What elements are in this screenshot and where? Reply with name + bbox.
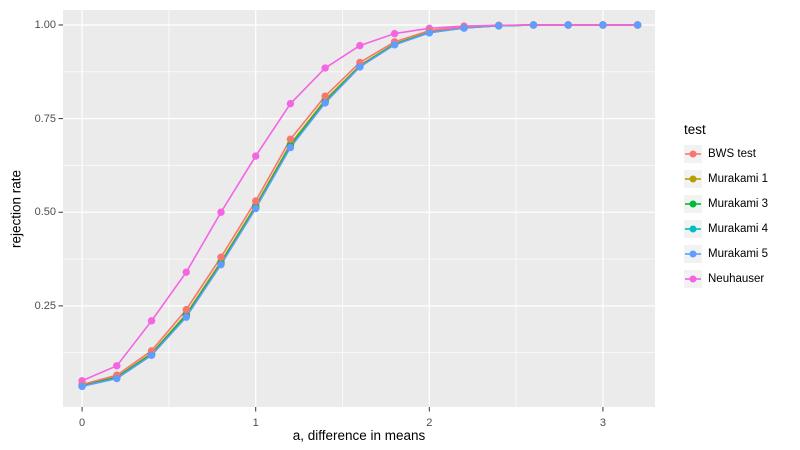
legend-label: Neuhauser (708, 273, 765, 285)
legend-label: BWS test (708, 148, 756, 160)
series-point-bws-test (286, 135, 295, 143)
series-point-murakami-5 (113, 374, 121, 383)
x-tick-label: 2 (426, 417, 433, 429)
y-tick-label: 0.75 (34, 112, 56, 125)
legend-key-icon (684, 195, 702, 213)
series-point-murakami-5 (460, 24, 468, 32)
series-point-murakami-5 (495, 22, 503, 30)
legend-key-icon (684, 170, 702, 188)
y-tick-label: 0.25 (34, 299, 56, 312)
series-point-murakami-5 (252, 204, 260, 213)
series-point-bws-test (252, 197, 260, 205)
series-point-neuhauser (356, 41, 364, 50)
legend-title: test (684, 122, 706, 137)
x-tick-label: 0 (79, 417, 86, 429)
series-point-murakami-5 (78, 382, 86, 391)
series-point-murakami-5 (529, 21, 538, 29)
legend-row-bws-test: BWS test (684, 145, 768, 163)
series-point-neuhauser (182, 268, 190, 276)
series-point-murakami-5 (182, 313, 190, 321)
series-point-murakami-5 (356, 63, 364, 71)
y-tick-label: 0.50 (34, 206, 56, 219)
legend-label: Murakami 5 (708, 248, 769, 260)
series-point-murakami-5 (633, 21, 642, 29)
series-point-bws-test (321, 92, 329, 100)
series-point-murakami-5 (321, 99, 329, 107)
legend-label: Murakami 3 (708, 198, 769, 210)
legend-key-icon (684, 145, 702, 163)
series-point-murakami-5 (390, 41, 399, 49)
series-point-neuhauser (113, 362, 121, 370)
y-axis-title: rejection rate (8, 169, 24, 249)
x-tick-label: 1 (252, 417, 259, 429)
legend-label: Murakami 4 (708, 223, 769, 235)
y-tick-label: 1.00 (34, 18, 56, 31)
legend-row-murakami-4: Murakami 4 (684, 220, 768, 238)
series-point-neuhauser (286, 99, 295, 108)
series-point-neuhauser (217, 208, 225, 216)
series-point-bws-test (182, 305, 190, 314)
series-point-murakami-5 (599, 21, 607, 29)
legend-row-murakami-3: Murakami 3 (684, 195, 768, 213)
series-point-murakami-5 (425, 29, 434, 37)
series-point-murakami-5 (286, 143, 295, 152)
series-point-bws-test (217, 253, 225, 261)
legend-row-neuhauser: Neuhauser (684, 270, 768, 288)
series-point-murakami-5 (564, 21, 572, 29)
series-point-neuhauser (147, 317, 156, 325)
x-tick-label: 3 (599, 417, 606, 429)
series-point-murakami-5 (147, 351, 156, 360)
legend-label: Murakami 1 (708, 173, 769, 185)
x-axis-title: a, difference in means (292, 428, 426, 443)
series-point-neuhauser (252, 152, 260, 160)
series-point-neuhauser (390, 29, 399, 38)
legend-row-murakami-1: Murakami 1 (684, 170, 768, 188)
legend-key-icon (684, 245, 702, 263)
legend-key-icon (684, 220, 702, 238)
series-point-neuhauser (321, 64, 329, 72)
legend-rows: BWS test Murakami 1 Murakami 3 Murakami 4 Mu… (684, 145, 768, 295)
series-point-murakami-5 (217, 260, 225, 269)
legend: test BWS test Murakami 1 Murakami 3 Murakam… (684, 122, 768, 295)
legend-row-murakami-5: Murakami 5 (684, 245, 768, 263)
legend-key-icon (684, 270, 702, 288)
